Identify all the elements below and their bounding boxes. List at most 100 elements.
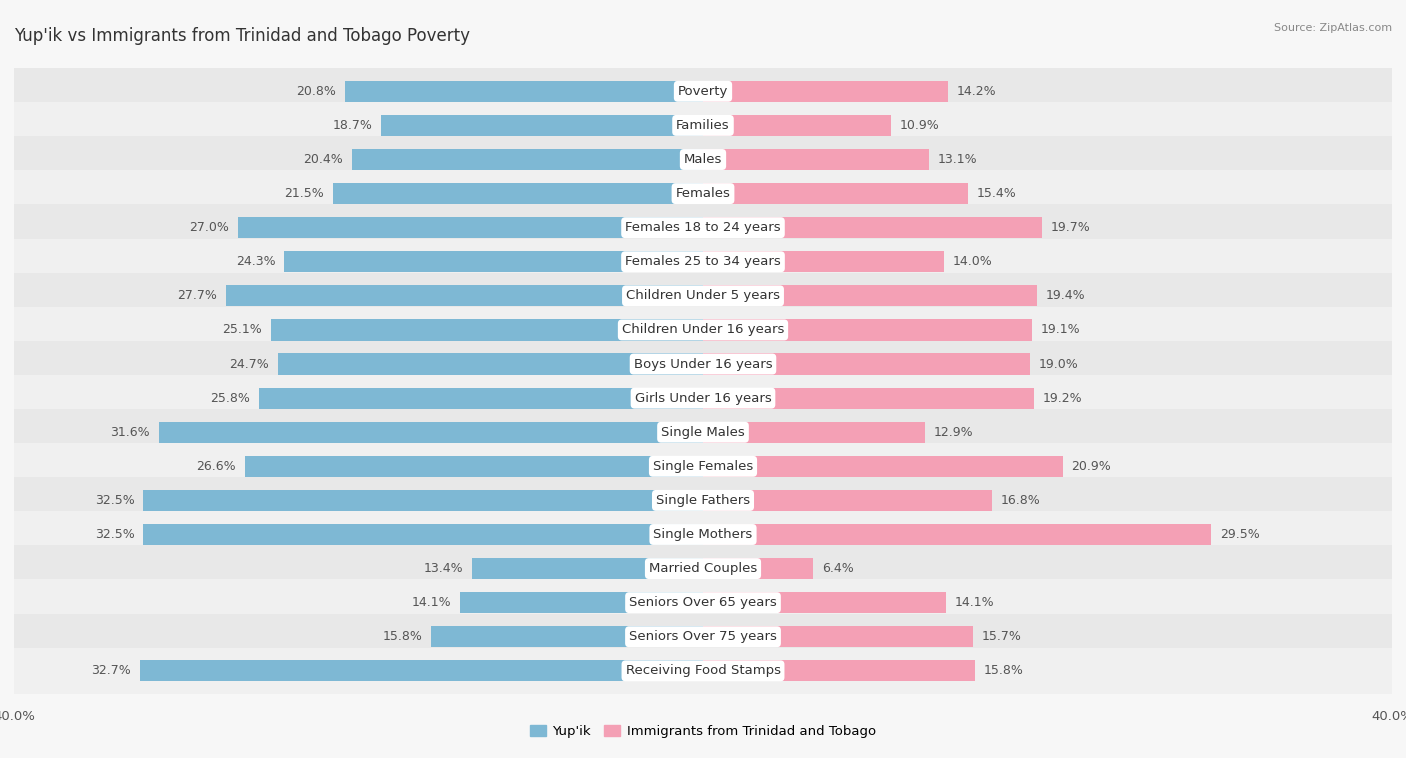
Text: 26.6%: 26.6% (197, 460, 236, 473)
Text: 27.0%: 27.0% (190, 221, 229, 234)
Text: 20.8%: 20.8% (297, 85, 336, 98)
Bar (284, 251, 703, 272)
Bar (703, 353, 1031, 374)
Bar (14, 613, 1392, 660)
Text: 21.5%: 21.5% (284, 187, 323, 200)
Text: 15.7%: 15.7% (981, 630, 1022, 644)
Bar (430, 626, 703, 647)
Text: 12.9%: 12.9% (934, 426, 973, 439)
Bar (333, 183, 703, 204)
Text: 13.1%: 13.1% (938, 153, 977, 166)
Bar (277, 353, 703, 374)
Text: 32.5%: 32.5% (94, 528, 135, 541)
Bar (14, 545, 1392, 592)
Text: 18.7%: 18.7% (332, 119, 373, 132)
Bar (703, 115, 891, 136)
Bar (14, 477, 1392, 524)
Text: Children Under 16 years: Children Under 16 years (621, 324, 785, 337)
Text: Source: ZipAtlas.com: Source: ZipAtlas.com (1274, 23, 1392, 33)
Text: 19.0%: 19.0% (1039, 358, 1078, 371)
Text: Single Males: Single Males (661, 426, 745, 439)
Text: 15.4%: 15.4% (977, 187, 1017, 200)
Text: 10.9%: 10.9% (900, 119, 939, 132)
Bar (703, 319, 1032, 340)
Text: 25.1%: 25.1% (222, 324, 262, 337)
Bar (226, 285, 703, 306)
Text: Children Under 5 years: Children Under 5 years (626, 290, 780, 302)
Bar (14, 102, 1392, 149)
Bar (344, 81, 703, 102)
Text: Single Mothers: Single Mothers (654, 528, 752, 541)
Legend: Yup'ik, Immigrants from Trinidad and Tobago: Yup'ik, Immigrants from Trinidad and Tob… (524, 720, 882, 744)
Text: 27.7%: 27.7% (177, 290, 218, 302)
Bar (245, 456, 703, 477)
Bar (703, 524, 1211, 545)
Text: Single Females: Single Females (652, 460, 754, 473)
Text: Yup'ik vs Immigrants from Trinidad and Tobago Poverty: Yup'ik vs Immigrants from Trinidad and T… (14, 27, 470, 45)
Text: Girls Under 16 years: Girls Under 16 years (634, 392, 772, 405)
Text: 29.5%: 29.5% (1219, 528, 1260, 541)
Bar (14, 443, 1392, 490)
Bar (472, 558, 703, 579)
Bar (703, 558, 813, 579)
Bar (14, 375, 1392, 421)
Bar (14, 273, 1392, 319)
Text: Males: Males (683, 153, 723, 166)
Text: 31.6%: 31.6% (111, 426, 150, 439)
Bar (460, 592, 703, 613)
Text: 32.7%: 32.7% (91, 664, 131, 678)
Bar (703, 81, 948, 102)
Bar (703, 456, 1063, 477)
Bar (259, 387, 703, 409)
Text: 14.0%: 14.0% (953, 255, 993, 268)
Bar (703, 490, 993, 511)
Text: Receiving Food Stamps: Receiving Food Stamps (626, 664, 780, 678)
Bar (143, 524, 703, 545)
Bar (14, 647, 1392, 694)
Bar (703, 626, 973, 647)
Text: 13.4%: 13.4% (425, 562, 464, 575)
Text: Females 25 to 34 years: Females 25 to 34 years (626, 255, 780, 268)
Bar (703, 421, 925, 443)
Text: Females: Females (675, 187, 731, 200)
Bar (14, 68, 1392, 114)
Text: 20.4%: 20.4% (304, 153, 343, 166)
Text: Seniors Over 75 years: Seniors Over 75 years (628, 630, 778, 644)
Bar (139, 660, 703, 681)
Bar (703, 149, 928, 170)
Text: 19.1%: 19.1% (1040, 324, 1080, 337)
Bar (381, 115, 703, 136)
Text: 6.4%: 6.4% (823, 562, 853, 575)
Bar (159, 421, 703, 443)
Bar (703, 183, 969, 204)
Text: 25.8%: 25.8% (209, 392, 250, 405)
Text: 14.1%: 14.1% (412, 597, 451, 609)
Bar (14, 511, 1392, 558)
Bar (14, 307, 1392, 353)
Bar (14, 341, 1392, 387)
Text: 24.3%: 24.3% (236, 255, 276, 268)
Text: Poverty: Poverty (678, 85, 728, 98)
Text: Boys Under 16 years: Boys Under 16 years (634, 358, 772, 371)
Text: 14.2%: 14.2% (956, 85, 995, 98)
Bar (703, 285, 1038, 306)
Text: 20.9%: 20.9% (1071, 460, 1111, 473)
Text: 24.7%: 24.7% (229, 358, 269, 371)
Bar (143, 490, 703, 511)
Bar (14, 409, 1392, 456)
Text: 15.8%: 15.8% (382, 630, 422, 644)
Text: 19.7%: 19.7% (1050, 221, 1091, 234)
Bar (703, 592, 946, 613)
Text: Married Couples: Married Couples (650, 562, 756, 575)
Text: 16.8%: 16.8% (1001, 494, 1040, 507)
Bar (14, 239, 1392, 285)
Text: 15.8%: 15.8% (984, 664, 1024, 678)
Text: 19.2%: 19.2% (1042, 392, 1083, 405)
Bar (703, 217, 1042, 238)
Text: 19.4%: 19.4% (1046, 290, 1085, 302)
Text: 14.1%: 14.1% (955, 597, 994, 609)
Bar (703, 387, 1033, 409)
Bar (271, 319, 703, 340)
Bar (14, 205, 1392, 251)
Text: Seniors Over 65 years: Seniors Over 65 years (628, 597, 778, 609)
